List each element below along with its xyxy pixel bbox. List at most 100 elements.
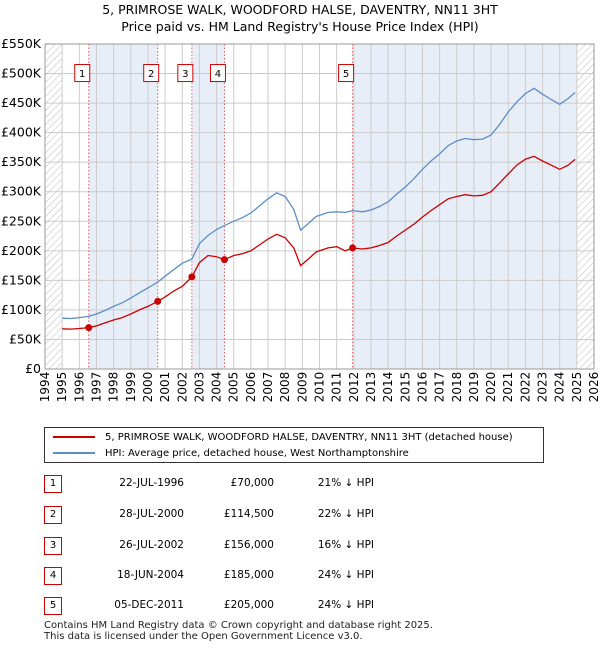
y-tick-label: £350K [1, 154, 42, 169]
chart-subtitle: Price paid vs. HM Land Registry's House … [121, 19, 479, 34]
sale-marker-box [143, 64, 160, 83]
y-tick-label: £300K [1, 184, 42, 199]
x-tick-label: 2015 [398, 372, 412, 403]
ownership-band [352, 44, 577, 369]
x-tick-label: 2007 [261, 372, 275, 403]
footer-copyright: Contains HM Land Registry data © Crown c… [44, 620, 433, 631]
sale-point [349, 244, 357, 252]
legend-item-property: 5, PRIMROSE WALK, WOODFORD HALSE, DAVENT… [53, 429, 513, 445]
hatched-no-data-area [576, 44, 594, 369]
x-tick-label: 2006 [244, 372, 258, 403]
y-tick-label: £200K [1, 243, 42, 258]
x-tick-label: 1999 [124, 372, 138, 403]
x-tick-label: 2000 [141, 372, 155, 403]
x-tick-label: 2013 [364, 372, 378, 403]
x-tick-label: 2017 [433, 372, 447, 403]
x-tick-label: 2012 [347, 372, 361, 403]
y-tick-label: £400K [1, 125, 42, 140]
sale-marker-label: 2 [148, 69, 154, 80]
y-tick-label: £550K [1, 36, 42, 51]
x-tick-label: 1997 [89, 372, 103, 403]
sale-number-badge: 2 [44, 506, 62, 524]
sale-number-badge: 4 [44, 567, 62, 585]
sale-hpi-diff: 21% ↓ HPI [317, 477, 374, 489]
sale-hpi-diff: 22% ↓ HPI [317, 508, 374, 520]
x-tick-label: 2005 [227, 372, 241, 403]
x-tick-label: 2014 [381, 372, 395, 403]
sale-marker-box [74, 64, 91, 83]
price-chart: 1 2 3 4 5 £0 £50K £100K £150K £200K £250K £300K £35… [1, 36, 600, 403]
sale-price: £70,000 [230, 477, 274, 489]
series-line-hpi [62, 87, 576, 320]
sale-date: 26-JUL-2002 [119, 539, 184, 551]
sale-hpi-diff: 16% ↓ HPI [317, 539, 374, 551]
y-tick-label: £500K [1, 66, 42, 81]
sale-point [220, 256, 228, 264]
sale-price: £185,000 [223, 569, 274, 581]
y-tick-label: £100K [1, 302, 42, 317]
sale-marker-label: 3 [182, 69, 188, 80]
sale-marker-label: 4 [215, 69, 221, 80]
sale-number-badge: 3 [44, 537, 62, 555]
sale-date: 22-JUL-1996 [119, 477, 184, 489]
sale-point [85, 324, 93, 332]
x-tick-label: 2016 [415, 372, 429, 403]
y-tick-label: £150K [1, 272, 42, 287]
sale-marker-box [338, 64, 355, 83]
plot-frame [44, 43, 595, 370]
x-tick-label: 2026 [587, 372, 600, 403]
x-tick-label: 2009 [295, 372, 309, 403]
x-tick-label: 2019 [467, 372, 481, 403]
y-tick-label: £50K [9, 331, 42, 346]
x-tick-label: 2010 [313, 372, 327, 403]
y-tick-label: £450K [1, 95, 42, 110]
legend-swatch-property [53, 436, 95, 438]
ownership-band [88, 44, 158, 369]
x-tick-label: 2021 [501, 372, 515, 403]
x-tick-label: 2003 [192, 372, 206, 403]
ownership-band [191, 44, 225, 369]
x-tick-label: 2011 [330, 372, 344, 403]
sale-date: 05-DEC-2011 [114, 599, 184, 611]
x-tick-label: 1994 [38, 372, 52, 403]
x-tick-label: 2023 [536, 372, 550, 403]
sale-marker-label: 5 [343, 69, 349, 80]
sale-hpi-diff: 24% ↓ HPI [317, 599, 374, 611]
sale-marker-box [177, 64, 194, 83]
footer-license: This data is licensed under the Open Gov… [44, 631, 363, 642]
legend-swatch-hpi [53, 452, 95, 454]
sale-date: 28-JUL-2000 [119, 508, 184, 520]
x-tick-label: 2025 [570, 372, 584, 403]
hatched-no-data-area [45, 44, 63, 369]
sale-marker-box [209, 64, 226, 83]
x-tick-label: 2024 [553, 372, 567, 403]
legend-label-property: 5, PRIMROSE WALK, WOODFORD HALSE, DAVENT… [105, 431, 513, 443]
x-tick-label: 2001 [158, 372, 172, 403]
legend-item-hpi: HPI: Average price, detached house, West… [53, 445, 409, 461]
y-tick-label: £0 [25, 361, 41, 376]
sale-date: 18-JUN-2004 [117, 569, 184, 581]
sale-point [188, 273, 196, 281]
x-tick-label: 2008 [278, 372, 292, 403]
x-tick-label: 2020 [484, 372, 498, 403]
y-tick-label: £250K [1, 213, 42, 228]
legend-label-hpi: HPI: Average price, detached house, West… [105, 447, 409, 459]
sale-point [154, 297, 162, 305]
chart-legend: 5, PRIMROSE WALK, WOODFORD HALSE, DAVENT… [44, 427, 544, 463]
sale-marker-label: 1 [79, 69, 85, 80]
sale-price: £205,000 [223, 599, 274, 611]
x-tick-label: 2002 [175, 372, 189, 403]
sale-price: £114,500 [223, 508, 274, 520]
chart-title: 5, PRIMROSE WALK, WOODFORD HALSE, DAVENT… [102, 2, 498, 17]
sale-price: £156,000 [223, 539, 274, 551]
x-tick-label: 1995 [55, 372, 69, 403]
sale-number-badge: 1 [44, 475, 62, 493]
series-line-property [62, 155, 576, 330]
x-tick-label: 2022 [518, 372, 532, 403]
x-tick-label: 1996 [72, 372, 86, 403]
x-tick-label: 2004 [210, 372, 224, 403]
x-tick-label: 2018 [450, 372, 464, 403]
sale-hpi-diff: 24% ↓ HPI [317, 569, 374, 581]
x-tick-label: 1998 [107, 372, 121, 403]
sale-number-badge: 5 [44, 597, 62, 615]
